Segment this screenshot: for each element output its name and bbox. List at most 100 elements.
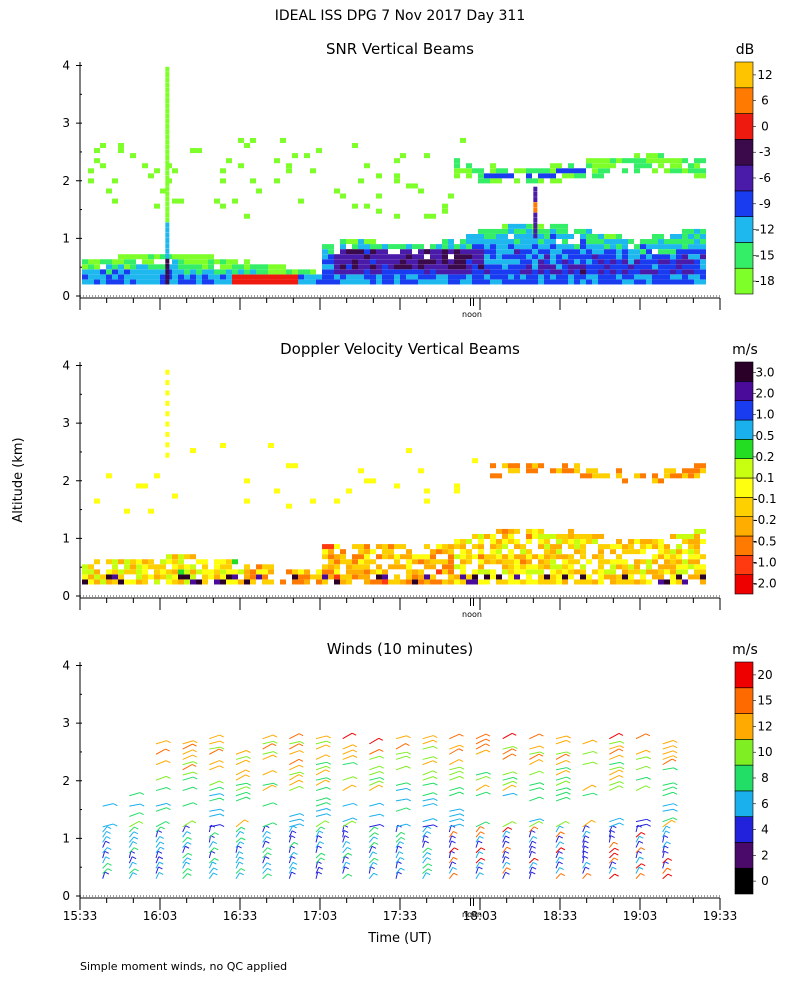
wind-barb xyxy=(315,820,326,828)
snr-cell xyxy=(526,279,532,285)
wind-barb xyxy=(155,807,167,812)
velocity-cell xyxy=(166,579,172,585)
snr-cell xyxy=(160,254,166,260)
velocity-cell xyxy=(604,559,610,565)
wind-barb xyxy=(528,871,532,879)
snr-cell xyxy=(598,259,604,265)
wind-barb xyxy=(155,787,167,792)
snr-cell xyxy=(184,274,190,280)
wind-barb xyxy=(662,745,674,750)
wind-barb xyxy=(475,836,480,843)
snr-cell xyxy=(310,279,316,285)
snr-cell xyxy=(598,264,604,270)
wind-barb xyxy=(209,813,221,817)
wind-barb-flag xyxy=(212,861,217,865)
wind-barb xyxy=(315,857,322,864)
snr-cell xyxy=(460,239,466,245)
velocity-cell xyxy=(550,579,556,585)
wind-barb-flag xyxy=(219,824,225,828)
wind-barb-flag xyxy=(566,787,571,791)
wind-barb xyxy=(422,847,429,854)
velocity-cell xyxy=(502,544,508,550)
velocity-cell xyxy=(190,448,196,454)
snr-cell xyxy=(388,274,394,280)
snr-cell xyxy=(628,274,634,280)
snr-cell xyxy=(550,223,556,229)
snr-spike-cell xyxy=(165,274,170,280)
wind-barb xyxy=(315,802,327,807)
wind-barb xyxy=(449,744,460,750)
wind-barb xyxy=(395,782,407,786)
snr-cell xyxy=(244,279,250,285)
velocity-cell xyxy=(316,579,322,585)
wind-barb-flag xyxy=(425,872,431,876)
velocity-cell xyxy=(622,544,628,550)
velocity-cell xyxy=(592,468,598,474)
snr-cell xyxy=(442,239,448,245)
velocity-cell xyxy=(610,574,616,580)
snr-cell xyxy=(418,269,424,275)
wind-barb xyxy=(582,739,594,745)
snr-cell xyxy=(604,279,610,285)
wind-barb xyxy=(262,740,274,745)
wind-barb xyxy=(528,841,533,848)
velocity-cell xyxy=(544,564,550,570)
velocity-cell xyxy=(148,508,154,514)
snr-cell xyxy=(556,168,562,174)
wind-barb xyxy=(555,835,560,843)
velocity-cell xyxy=(430,574,436,580)
snr-cell xyxy=(604,244,610,250)
wind-barb-flag xyxy=(673,767,678,771)
wind-barb xyxy=(262,734,274,740)
velocity-cell xyxy=(124,559,130,565)
velocity-cell xyxy=(292,579,298,585)
velocity-cell xyxy=(322,569,328,575)
velocity-cell xyxy=(592,539,598,545)
velocity-cell xyxy=(580,549,586,555)
wind-barb-flag xyxy=(192,754,197,758)
velocity-cell xyxy=(586,468,592,474)
velocity-cell xyxy=(178,554,184,560)
snr-cell xyxy=(130,254,136,260)
wind-barb-flag xyxy=(427,868,433,872)
snr-cell xyxy=(682,259,688,265)
snr-spike-cell xyxy=(165,232,170,238)
wind-barb xyxy=(209,734,220,740)
snr-cell xyxy=(112,259,118,265)
snr-cell xyxy=(442,269,448,275)
snr-cell xyxy=(496,239,502,245)
snr-cell xyxy=(478,259,484,265)
snr-cell xyxy=(106,269,112,275)
snr-cell xyxy=(514,228,520,234)
snr-cell xyxy=(124,264,130,270)
velocity-cell xyxy=(262,579,268,585)
velocity-cell xyxy=(622,478,628,484)
snr-cell xyxy=(100,279,106,285)
velocity-cell xyxy=(394,574,400,580)
wind-barb xyxy=(475,861,480,869)
wind-barb-flag xyxy=(166,760,171,764)
wind-barb-flag xyxy=(379,777,385,781)
velocity-cell xyxy=(514,559,520,565)
snr-cell xyxy=(424,264,430,270)
velocity-cell xyxy=(304,569,310,575)
snr-cell xyxy=(310,269,316,275)
wind-barb xyxy=(582,750,594,755)
velocity-cell xyxy=(124,569,130,575)
velocity-cell xyxy=(382,549,388,555)
wind-barb xyxy=(208,872,214,879)
wind-barb xyxy=(129,812,140,817)
wind-barb xyxy=(342,861,347,869)
wind-barb xyxy=(555,751,567,755)
wind-barb xyxy=(555,791,567,797)
wind-barb-flag xyxy=(566,739,571,743)
wind-barb xyxy=(475,831,481,838)
velocity-cell xyxy=(454,574,460,580)
velocity-cell xyxy=(688,544,694,550)
wind-barb-flag xyxy=(459,808,465,812)
snr-cell xyxy=(526,178,532,184)
velocity-cell xyxy=(94,579,100,585)
velocity-cell xyxy=(550,574,556,580)
velocity-cell xyxy=(532,468,538,474)
velocity-cell xyxy=(526,574,532,580)
